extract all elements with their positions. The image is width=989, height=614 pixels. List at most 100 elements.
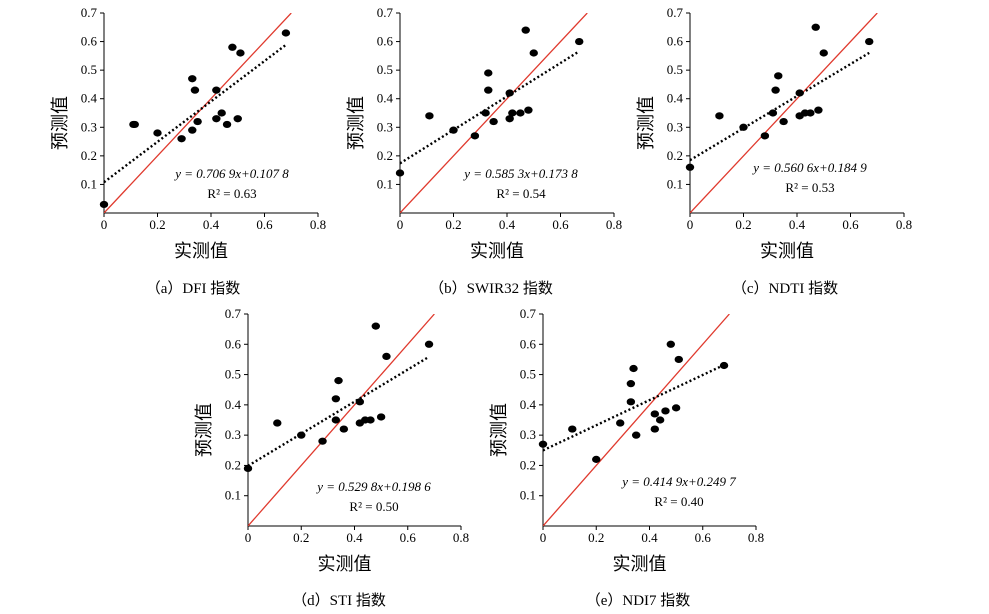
data-point [768,109,778,117]
data-point [650,425,660,433]
y-tick-label: 0.6 [520,336,537,351]
panel-caption: （e）NDI7 指数 [586,592,691,609]
data-point [666,340,675,348]
y-tick-label: 0.2 [667,148,683,163]
y-tick-label: 0.2 [377,148,393,163]
y-tick-label: 0.2 [225,457,241,472]
data-point [505,89,514,97]
y-tick-label: 0.3 [225,427,241,442]
data-point [481,109,490,117]
data-point [222,120,232,129]
data-point [470,132,480,140]
x-tick-label: 0.8 [748,530,764,545]
x-tick-label: 0.2 [293,530,309,545]
data-point [281,29,291,37]
y-tick-label: 0.4 [81,91,98,106]
data-point [318,437,327,445]
data-point [771,86,780,94]
data-point [811,23,820,31]
data-point [521,26,530,34]
x-tick-label: 0.8 [310,217,326,232]
data-point [505,115,514,123]
regression-line [103,43,287,184]
data-point [631,431,641,439]
regression-line [689,51,870,162]
data-point [236,49,245,57]
r-squared-label: R² = 0.53 [785,180,834,195]
data-point [190,86,200,94]
x-tick-label: 0.6 [842,217,859,232]
panel-a: 0 0.2 0.4 0.6 0.8 0.1 0.2 0.3 0.4 0.5 0.6 0.7 y = 0.… [50,5,326,297]
y-tick-label: 0.7 [667,5,684,20]
data-point [212,115,221,123]
r-squared-label: R² = 0.63 [207,186,256,201]
y-tick-label: 0.1 [377,176,393,191]
data-point [297,431,306,439]
regression-equation: y = 0.706 9x+0.107 8 [173,166,289,181]
x-tick-label: 0.4 [203,217,220,232]
y-tick-label: 0.1 [225,488,241,503]
regression-line [542,363,725,452]
data-point [273,419,282,427]
data-point [806,109,815,117]
r-squared-label: R² = 0.50 [349,499,398,514]
y-tick-label: 0.3 [520,427,536,442]
y-tick-label: 0.6 [81,34,98,49]
y-tick-label: 0.7 [520,306,537,321]
data-point [177,135,186,143]
x-tick-label: 0.4 [641,530,658,545]
y-tick-label: 0.1 [81,176,97,191]
x-tick-label: 0.6 [256,217,273,232]
x-tick-label: 0 [245,530,252,545]
data-point [524,106,533,114]
data-point [233,115,242,123]
data-point [819,49,828,57]
data-point [626,398,636,406]
x-tick-label: 0.2 [445,217,461,232]
x-tick-label: 0.4 [346,530,363,545]
data-point [814,106,823,114]
panel-caption: （d）STI 指数 [292,592,386,609]
regression-equation: y = 0.585 3x+0.173 8 [462,166,578,181]
data-point [99,200,109,209]
identity-line [543,314,730,526]
data-point [760,132,770,140]
y-tick-label: 0.4 [377,91,394,106]
data-point [484,86,493,94]
data-point [538,440,548,448]
panel-e: 0 0.2 0.4 0.6 0.8 0.1 0.2 0.3 0.4 0.5 0.6 0.7 y = 0.… [489,306,764,609]
data-point [243,464,253,473]
x-tick-label: 0.2 [588,530,604,545]
data-point [355,398,365,406]
data-point [331,395,341,403]
data-point [616,419,625,427]
data-point [153,129,162,137]
data-point [339,425,349,433]
data-point [424,340,434,348]
panel-caption: （a）DFI 指数 [146,280,241,297]
identity-line [400,13,588,213]
regression-line [247,355,430,467]
data-point [508,109,517,117]
data-point [331,416,341,424]
regression-equation: y = 0.414 9x+0.249 7 [620,474,736,489]
data-point [685,163,695,171]
y-axis-title: 预测值 [489,403,510,457]
data-point [371,322,380,330]
y-axis-title: 预测值 [636,96,657,150]
regression-equation: y = 0.560 6x+0.184 9 [751,160,867,175]
identity-line [104,13,292,213]
y-tick-label: 0.6 [377,34,394,49]
x-tick-label: 0.4 [789,217,806,232]
x-axis-title: 实测值 [318,554,372,575]
y-tick-label: 0.7 [225,306,242,321]
y-axis-title: 预测值 [194,403,215,457]
data-point [795,89,804,97]
data-point [739,123,748,131]
data-point [568,425,577,433]
y-tick-label: 0.5 [667,62,683,77]
data-point [865,37,874,46]
y-tick-label: 0.6 [225,336,242,351]
y-axis-title: 预测值 [346,96,367,150]
data-point [489,117,498,126]
